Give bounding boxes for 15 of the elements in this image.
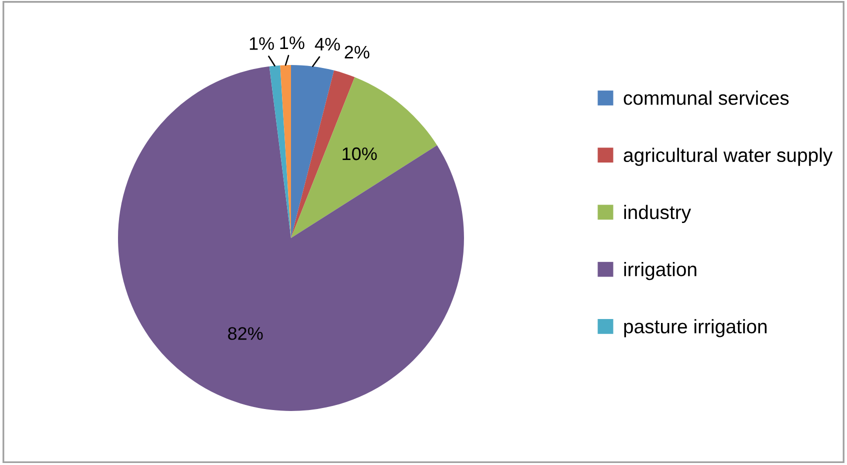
legend-label: communal services [624, 90, 789, 105]
data-label: 2% [344, 46, 370, 58]
data-label: 1% [280, 36, 304, 50]
data-label: 4% [314, 38, 340, 51]
pie-slice [118, 66, 464, 411]
data-label: 82% [228, 327, 263, 340]
data-label: 10% [342, 147, 377, 160]
pie-slice [291, 65, 334, 238]
legend-label: industry [624, 204, 692, 224]
legend-label: agricultural water supply [624, 148, 833, 166]
pie-slice [291, 77, 438, 238]
data-label: 1% [250, 37, 274, 50]
pie-slice [269, 65, 291, 238]
legend-label: irrigation [624, 262, 696, 280]
legend-label: pasture irrigation [624, 319, 767, 338]
